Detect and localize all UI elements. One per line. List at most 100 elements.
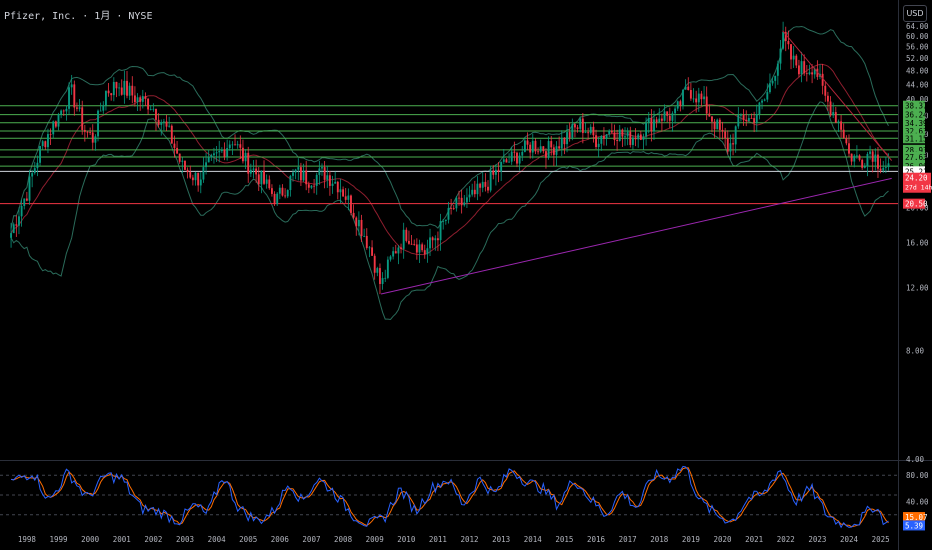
candle-body [605, 134, 608, 139]
candle-body [560, 137, 563, 149]
candle-body [581, 118, 584, 134]
candle-body [213, 153, 215, 156]
candle-body [579, 118, 582, 129]
candle-body [863, 166, 866, 168]
candle-body [742, 114, 745, 120]
time-tick-label: 2007 [302, 535, 320, 544]
candle-body [708, 113, 711, 117]
candle-body [571, 124, 574, 138]
candle-body [210, 155, 213, 158]
candle-body [318, 168, 321, 175]
candle-body [426, 248, 429, 255]
candle-body [484, 181, 487, 187]
candle-body [574, 124, 576, 128]
candle-body [684, 86, 687, 90]
candle-body [273, 193, 276, 205]
candle-body [869, 151, 872, 154]
candle-body [853, 155, 856, 162]
candle-body [220, 149, 223, 152]
candle-body [247, 152, 250, 174]
candle-body [563, 137, 566, 145]
candle-body [732, 143, 734, 145]
candle-body [57, 114, 60, 127]
candle-body [805, 73, 808, 75]
candle-body [363, 235, 366, 237]
time-tick-label: 1999 [49, 535, 67, 544]
candle-body [855, 155, 858, 157]
candle-body [711, 116, 713, 122]
level-tag [903, 109, 925, 120]
candle-body [176, 147, 179, 154]
candle-body [83, 129, 86, 132]
candle-body [189, 172, 192, 178]
candle-body [547, 141, 550, 158]
candle-body [160, 122, 163, 125]
candle-body [28, 176, 31, 201]
candle-body [871, 151, 874, 162]
candle-body [589, 126, 592, 134]
candle-body [444, 219, 447, 221]
candle-body [294, 169, 297, 173]
level-tag-label: 38.37 [905, 102, 928, 111]
candle-body [292, 172, 294, 176]
candle-body [508, 161, 511, 163]
candle-body [716, 119, 719, 130]
candle-body [790, 44, 792, 60]
candle-body [152, 108, 155, 110]
candle-body [52, 121, 55, 135]
candle-body [205, 162, 207, 168]
candle-body [62, 110, 65, 112]
price-tick-label: 44.00 [906, 80, 929, 89]
candle-body [695, 98, 698, 103]
candle-body [218, 151, 221, 153]
candle-body [776, 63, 779, 76]
candle-body [265, 179, 268, 184]
candle-body [523, 140, 526, 152]
candle-body [452, 208, 455, 209]
candle-body [705, 96, 708, 114]
candle-body [33, 168, 36, 174]
candle-body [10, 233, 13, 238]
candle-body [721, 129, 724, 132]
candle-body [637, 134, 640, 140]
time-tick-label: 2005 [239, 535, 257, 544]
candle-body [68, 87, 70, 109]
candle-body [373, 255, 376, 273]
candle-body [123, 80, 126, 95]
candle-body [147, 98, 150, 110]
candle-body [552, 147, 555, 155]
candle-body [44, 141, 47, 148]
time-tick-label: 2025 [872, 535, 890, 544]
candle-body [260, 170, 263, 185]
candle-body [36, 162, 39, 169]
level-tag [903, 144, 925, 155]
candle-body [281, 187, 284, 196]
candle-body [41, 141, 44, 147]
candle-body [168, 125, 171, 127]
candle-body [821, 73, 824, 86]
candle-body [91, 132, 94, 143]
time-tick-label: 2021 [745, 535, 763, 544]
time-tick-label: 2014 [524, 535, 543, 544]
candle-body [792, 55, 795, 60]
currency-button[interactable]: USD [903, 5, 927, 22]
bollinger-basis-line [10, 63, 889, 256]
candle-body [494, 169, 497, 175]
candle-body [173, 143, 176, 148]
candle-body [489, 170, 492, 191]
candle-body [718, 119, 721, 130]
candle-body [231, 144, 234, 146]
time-tick-label: 1998 [18, 535, 37, 544]
stoch-k-tag [903, 520, 925, 531]
candle-body [321, 167, 323, 169]
price-tick-label: 48.00 [906, 67, 929, 76]
candle-body [413, 244, 416, 245]
candle-body [750, 118, 753, 119]
candle-body [771, 80, 774, 84]
candle-body [861, 159, 864, 168]
level-tag-label: 32.63 [905, 127, 928, 136]
candle-body [505, 159, 508, 163]
candle-body [887, 163, 890, 168]
candle-body [663, 111, 666, 121]
